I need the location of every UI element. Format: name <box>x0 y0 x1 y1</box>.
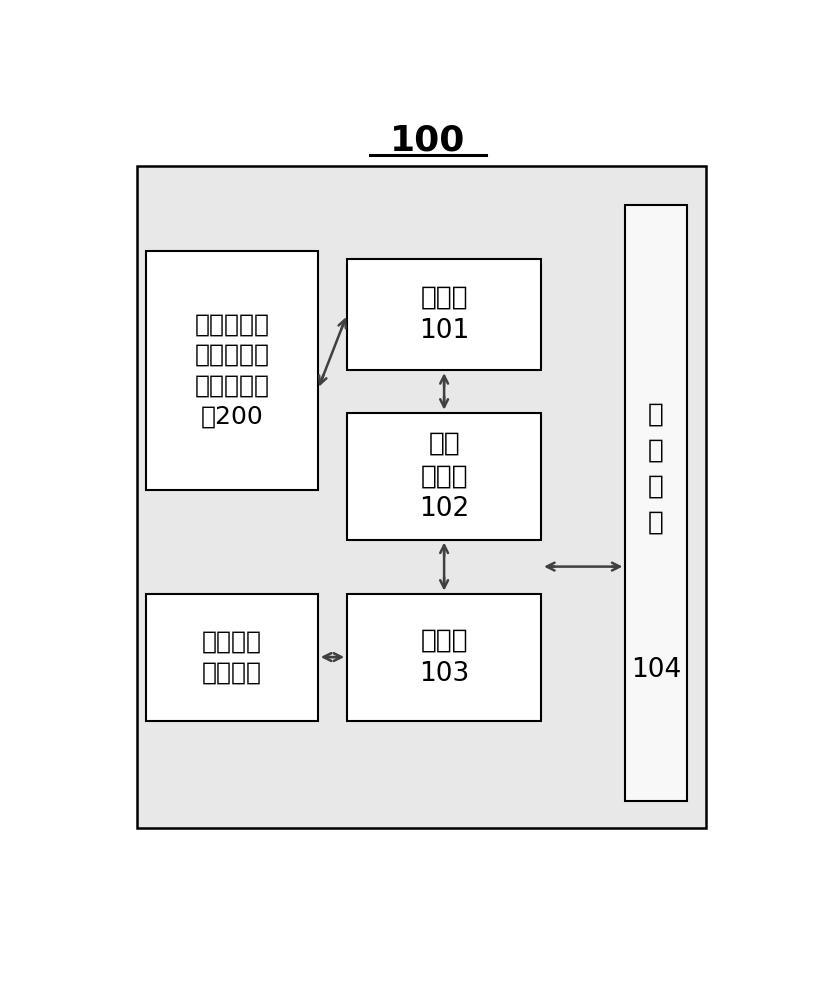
Bar <box>347 413 541 540</box>
Text: 存储器
101: 存储器 101 <box>419 285 469 344</box>
Bar <box>625 205 686 801</box>
Bar <box>347 259 541 370</box>
Text: 后向散射系
数的定标系
数的校正装
置200: 后向散射系 数的定标系 数的校正装 置200 <box>195 312 270 428</box>
Bar <box>347 594 541 721</box>
Bar <box>146 251 318 490</box>
Bar <box>146 594 318 721</box>
Text: 其它（如
传感器）: 其它（如 传感器） <box>202 630 262 684</box>
Text: 处理器
103: 处理器 103 <box>419 628 469 687</box>
Text: 100: 100 <box>390 123 466 157</box>
Text: 104: 104 <box>631 657 681 683</box>
Text: 存储
控制器
102: 存储 控制器 102 <box>419 430 469 522</box>
Bar <box>137 166 706 828</box>
Text: 外
设
接
口: 外 设 接 口 <box>648 402 664 536</box>
